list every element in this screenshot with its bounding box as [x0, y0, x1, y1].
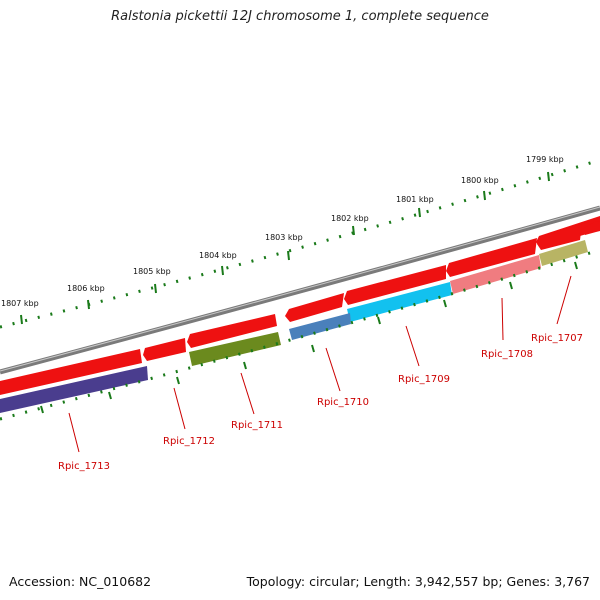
label-leaders [68, 275, 572, 453]
major-tick [20, 314, 23, 325]
gene-bar-rpic-1708[interactable] [450, 255, 541, 294]
gene-label[interactable]: Rpic_1711 [231, 420, 283, 431]
gene-label[interactable]: Rpic_1708 [481, 349, 533, 360]
gene-bar-rpic-1707[interactable] [539, 240, 588, 266]
gene-label[interactable]: Rpic_1707 [531, 333, 583, 344]
gene-bar-rpic-1711[interactable] [189, 332, 281, 366]
major-tick [287, 250, 290, 261]
reverse-strand [0, 240, 588, 413]
forward-strand [0, 216, 600, 395]
major-tick [87, 299, 90, 310]
major-tick [352, 225, 355, 236]
gene-bar-rpic-1713[interactable] [0, 366, 148, 413]
topology-summary: Topology: circular; Length: 3,942,557 bp… [246, 574, 590, 589]
scale-label: 1802 kbp [331, 214, 369, 223]
gene-bar-rpic-1710[interactable] [289, 313, 351, 340]
major-tick [221, 265, 224, 276]
gene-arrow[interactable] [143, 338, 186, 361]
scale-label: 1801 kbp [396, 195, 434, 204]
gene-labels: Rpic_1707 Rpic_1708 Rpic_1709 Rpic_1710 … [58, 333, 583, 472]
inner-scale-ring [0, 248, 600, 421]
major-tick [483, 190, 486, 201]
outer-scale-ring: 1799 kbp 1800 kbp 1801 kbp 1802 kbp 1803… [0, 155, 600, 329]
gene-label[interactable]: Rpic_1713 [58, 461, 110, 472]
backbone-ring [0, 205, 600, 375]
map-title: Ralstonia pickettii 12J chromosome 1, co… [111, 9, 489, 24]
gene-arrow[interactable] [446, 238, 537, 277]
gene-label[interactable]: Rpic_1709 [398, 374, 450, 385]
scale-label: 1805 kbp [133, 267, 171, 276]
scale-label: 1807 kbp [1, 299, 39, 308]
gene-arrow[interactable] [344, 265, 446, 305]
gene-arrow[interactable] [285, 293, 344, 322]
scale-label: 1799 kbp [526, 155, 564, 164]
accession-text: Accession: NC_010682 [9, 574, 152, 589]
major-tick [154, 283, 157, 294]
gene-bar-rpic-1709[interactable] [347, 282, 452, 322]
major-tick [418, 207, 421, 218]
major-tick [547, 171, 550, 182]
gene-arrow[interactable] [0, 349, 142, 395]
gene-arrow[interactable] [582, 221, 600, 235]
scale-label: 1804 kbp [199, 251, 237, 260]
gene-label[interactable]: Rpic_1710 [317, 397, 369, 408]
gene-arrow[interactable] [187, 314, 277, 348]
gene-label[interactable]: Rpic_1712 [163, 436, 215, 447]
gene-arrow[interactable] [537, 224, 582, 250]
scale-label: 1800 kbp [461, 176, 499, 185]
scale-label: 1803 kbp [265, 233, 303, 242]
scale-label: 1806 kbp [67, 284, 105, 293]
